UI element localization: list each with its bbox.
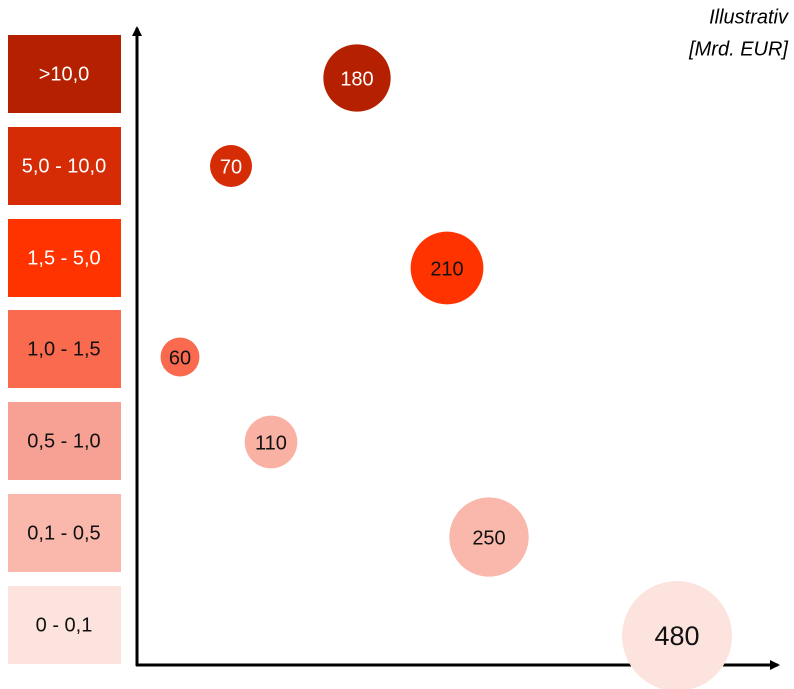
bubble [209,144,253,188]
bubble-label: 480 [654,621,699,651]
legend-label: 1,5 - 5,0 [27,247,100,269]
bubble [622,581,732,689]
legend-swatch [8,127,121,205]
bubble-label: 210 [430,258,463,280]
legend-swatch [8,310,121,388]
legend-swatch [8,219,121,297]
bubble [449,497,529,577]
legend-label: 0,1 - 0,5 [27,522,100,544]
legend-label: 1,0 - 1,5 [27,338,100,360]
bubble-label: 180 [340,68,373,90]
legend-label: 0,5 - 1,0 [27,430,100,452]
legend-swatch [8,402,121,480]
legend-swatch [8,35,121,113]
bubble-label: 110 [255,432,287,454]
legend-label: 5,0 - 10,0 [22,155,107,177]
note: [Mrd. EUR] [688,38,788,60]
bubble-label: 70 [220,156,242,178]
bubble-label: 250 [472,527,505,549]
bubble [244,415,298,469]
legend-swatch [8,586,121,664]
bubble [323,44,391,112]
bubble [410,231,484,305]
legend-swatch [8,494,121,572]
legend-label: >10,0 [39,63,90,85]
legend-label: 0 - 0,1 [36,614,93,636]
bubble [160,337,200,377]
bubble-label: 60 [169,347,191,369]
note: Illustrativ [709,6,789,28]
